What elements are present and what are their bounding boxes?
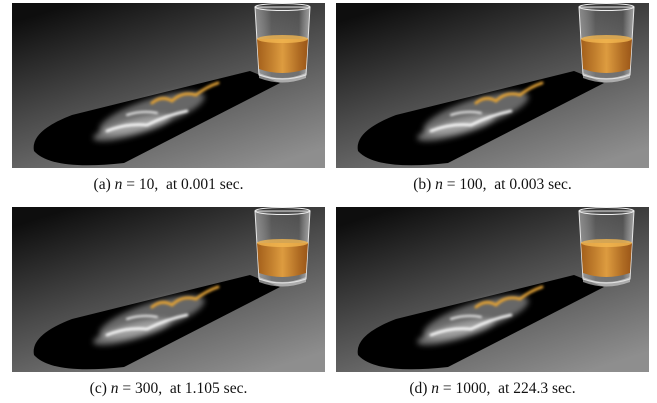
render-image [12, 207, 325, 372]
equation: = 1000, [443, 380, 491, 397]
panel: (c) n = 300, at 1.105 sec. [12, 207, 325, 398]
equation: = 10, [126, 176, 158, 193]
caption: (d) n = 1000, at 224.3 sec. [336, 380, 649, 398]
variable: n [115, 176, 123, 193]
label: (d) [409, 380, 427, 397]
equation: = 300, [122, 380, 162, 397]
label: (c) [90, 380, 107, 397]
label: (a) [94, 176, 111, 193]
caption: (a) n = 10, at 0.001 sec. [12, 176, 325, 194]
time: at 0.001 sec. [166, 176, 243, 193]
time: at 0.003 sec. [494, 176, 571, 193]
figure: {"panels": [ {"label": "(a)", "variable"… [0, 0, 657, 403]
variable: n [431, 380, 439, 397]
variable: n [111, 380, 119, 397]
render-image [12, 3, 325, 168]
caption: (c) n = 300, at 1.105 sec. [12, 380, 325, 398]
equation: = 100, [447, 176, 487, 193]
panel: (b) n = 100, at 0.003 sec. [336, 3, 649, 194]
panel: (d) n = 1000, at 224.3 sec. [336, 207, 649, 398]
time: at 1.105 sec. [170, 380, 247, 397]
panel: (a) n = 10, at 0.001 sec. [12, 3, 325, 194]
variable: n [435, 176, 443, 193]
render-image [336, 207, 649, 372]
label: (b) [413, 176, 431, 193]
time: at 224.3 sec. [498, 380, 575, 397]
caption: (b) n = 100, at 0.003 sec. [336, 176, 649, 194]
render-image [336, 3, 649, 168]
